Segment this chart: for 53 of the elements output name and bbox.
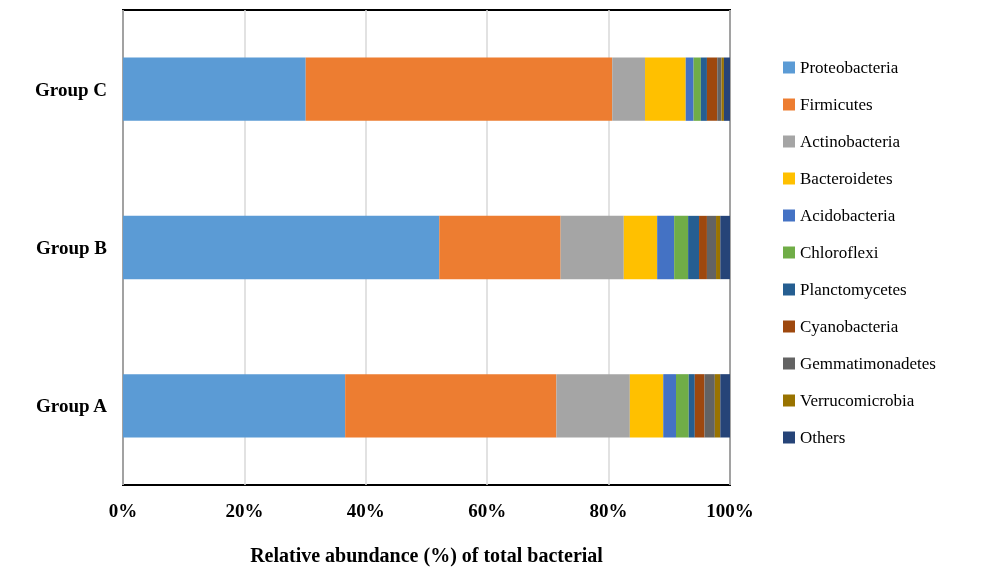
legend-label: Acidobacteria [800,206,896,225]
bar [720,374,730,438]
bar [657,215,675,280]
bar [706,215,717,280]
y-tick-label: Group B [36,237,108,258]
legend-label: Bacteroidetes [800,169,893,188]
legend-label: Proteobacteria [800,58,899,77]
bar [556,374,630,438]
x-axis-title: Relative abundance (%) of total bacterial [250,544,604,567]
bar [699,215,707,280]
bar [674,215,689,280]
bar [716,215,721,280]
bar [688,215,700,280]
bar [704,374,715,438]
bar [560,215,624,280]
bar [714,374,721,438]
legend-label: Planctomycetes [800,280,907,299]
bar [688,374,695,438]
legend-label: Others [800,428,846,447]
legend-label: Actinobacteria [800,132,901,151]
x-tick-label: 40% [346,500,385,521]
bar [694,374,705,438]
bar [123,374,346,438]
bar [612,57,646,121]
bar [123,215,440,280]
bar [663,374,676,438]
bar [123,57,306,121]
bar [675,374,689,438]
legend-label: Verrucomicrobia [800,391,915,410]
x-tick-label: 100% [706,500,754,521]
bar [693,57,701,121]
bar [345,374,557,438]
x-tick-label: 80% [589,500,628,521]
legend-label: Firmicutes [800,95,873,114]
bar [629,374,664,438]
legend-label: Cyanobacteria [800,317,899,336]
y-tick-label: Group C [35,78,107,100]
legend-label: Chloroflexi [800,243,879,262]
x-tick-label: 60% [468,500,507,521]
bar [720,215,730,280]
bar [700,57,707,121]
bar [723,57,730,121]
legend-label: Gemmatimonadetes [800,354,936,373]
x-tick-label: 0% [108,500,138,521]
bar [305,57,613,121]
bar [706,57,718,121]
y-tick-label: Group A [36,395,108,417]
bar [439,215,561,280]
bar [717,57,722,121]
bar [645,57,686,121]
bar [685,57,694,121]
x-tick-label: 20% [225,500,264,521]
bar [623,215,658,280]
